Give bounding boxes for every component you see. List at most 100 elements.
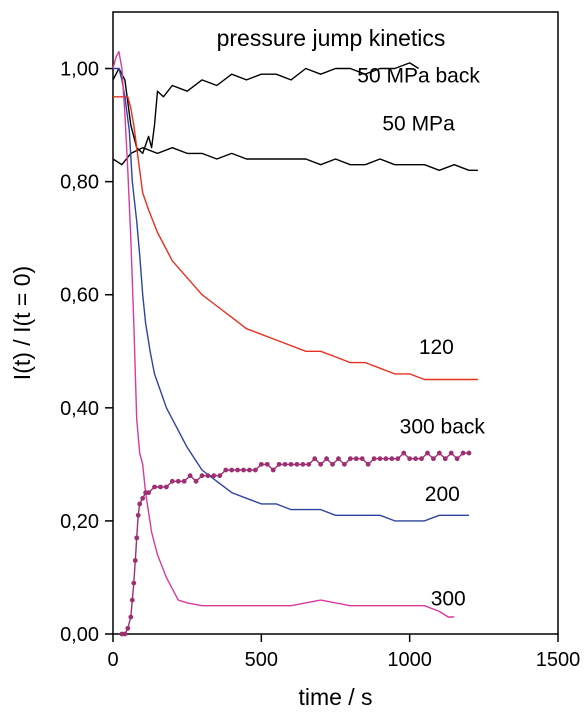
x-tick-label: 1500 [536,649,581,671]
data-point [318,461,324,467]
data-point [336,456,341,462]
y-tick-label: 0,60 [60,285,99,307]
data-point [395,456,401,462]
x-tick-label: 500 [245,649,278,671]
data-point [431,456,436,462]
series-annotation: 300 back [400,415,486,438]
series-line [113,67,469,522]
data-point [436,450,442,456]
data-point [187,473,193,479]
data-point [122,631,128,637]
data-point [300,461,306,467]
data-point [353,456,359,462]
series-annotation: 200 [425,483,460,506]
y-tick-label: 1,00 [60,59,99,81]
data-point [466,450,472,456]
y-axis-title: I(t) / I(t = 0) [9,266,35,380]
data-point [152,484,157,490]
data-point [241,467,246,473]
data-point [125,625,131,631]
data-point [419,456,424,462]
data-point [140,495,146,501]
series-annotation: 50 MPa [382,113,455,136]
x-tick-label: 0 [107,649,118,671]
y-tick-label: 0,00 [60,624,99,646]
data-point [448,450,454,456]
data-point [158,484,163,490]
data-point [312,456,318,462]
series-annotation: 120 [419,336,454,359]
data-point [347,456,353,462]
series-3 [113,67,469,522]
data-point [258,461,264,467]
y-tick-label: 0,80 [60,172,99,194]
data-point [229,467,235,473]
data-point [223,467,229,473]
data-point [330,461,335,467]
data-point [205,473,211,479]
data-point [276,461,282,467]
data-point [371,456,377,462]
series-annotation: 300 [431,588,466,611]
data-point [193,478,199,484]
data-point [181,478,187,484]
data-point [407,456,413,462]
data-point [146,490,152,496]
series-line [112,147,478,171]
x-axis-title: time / s [298,684,372,710]
data-point [199,473,205,479]
axes [105,11,559,642]
series-line [112,62,419,155]
series-4 [112,50,455,618]
data-point [135,512,141,518]
data-point [377,456,383,462]
data-point [137,501,143,507]
chart-title: pressure jump kinetics [217,25,446,51]
data-point [460,450,466,456]
data-point [442,456,448,462]
data-point [270,467,276,473]
data-point [282,461,288,467]
data-point [342,461,347,467]
y-tick-label: 0,40 [60,398,99,420]
data-point [129,597,135,603]
series-annotation: 50 MPa back [357,65,480,88]
data-point [359,456,365,462]
series-0 [112,62,419,155]
data-point [425,450,430,456]
data-point [264,461,270,467]
data-point [288,461,294,467]
data-point [324,456,329,462]
data-point [247,467,252,473]
data-point [454,456,460,462]
series-1 [112,147,478,171]
data-point [413,456,418,462]
data-point [132,558,138,563]
data-point [389,456,395,462]
data-point [294,461,300,467]
plot-frame [112,11,559,635]
data-point [401,450,407,456]
data-point [306,461,312,467]
data-point [253,467,258,473]
data-point [365,461,371,467]
data-point [134,535,140,541]
series-line [113,96,478,381]
data-point [131,580,137,586]
labels-layer: 0 500 1000 1500 0,00 0,20 0,40 0,60 0,80 1,00 time… [9,25,580,710]
data-point [169,478,175,484]
series-line [112,50,455,618]
data-point [128,614,134,620]
series-layer [112,50,478,637]
data-point [217,473,223,479]
y-tick-label: 0,20 [60,511,99,533]
data-point [383,456,389,462]
series-5 [119,450,472,637]
data-point [164,484,169,490]
series-2 [113,96,478,381]
data-point [235,467,241,473]
data-point [175,478,181,484]
data-point [211,473,217,479]
x-tick-label: 1000 [387,649,432,671]
